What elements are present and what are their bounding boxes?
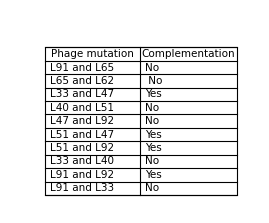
Text: Yes: Yes: [145, 143, 162, 153]
Text: L47 and L92: L47 and L92: [50, 116, 114, 126]
Text: L33 and L40: L33 and L40: [50, 157, 114, 167]
Text: Yes: Yes: [145, 130, 162, 140]
Text: L65 and L62: L65 and L62: [50, 76, 114, 86]
Text: Complementation: Complementation: [142, 49, 235, 59]
Text: No: No: [145, 157, 159, 167]
Text: L91 and L92: L91 and L92: [50, 170, 114, 180]
Text: L40 and L51: L40 and L51: [50, 103, 114, 113]
Text: L33 and L47: L33 and L47: [50, 89, 114, 99]
Text: Yes: Yes: [145, 170, 162, 180]
Text: No: No: [145, 116, 159, 126]
Text: No: No: [145, 103, 159, 113]
Text: No: No: [145, 76, 163, 86]
Text: L51 and L92: L51 and L92: [50, 143, 114, 153]
Text: No: No: [145, 62, 159, 72]
Text: Phage mutation: Phage mutation: [51, 49, 134, 59]
Bar: [45, 47, 237, 195]
Text: Yes: Yes: [145, 89, 162, 99]
Text: L51 and L47: L51 and L47: [50, 130, 114, 140]
Text: No: No: [145, 183, 159, 193]
Text: L91 and L65: L91 and L65: [50, 62, 114, 72]
Text: L91 and L33: L91 and L33: [50, 183, 114, 193]
